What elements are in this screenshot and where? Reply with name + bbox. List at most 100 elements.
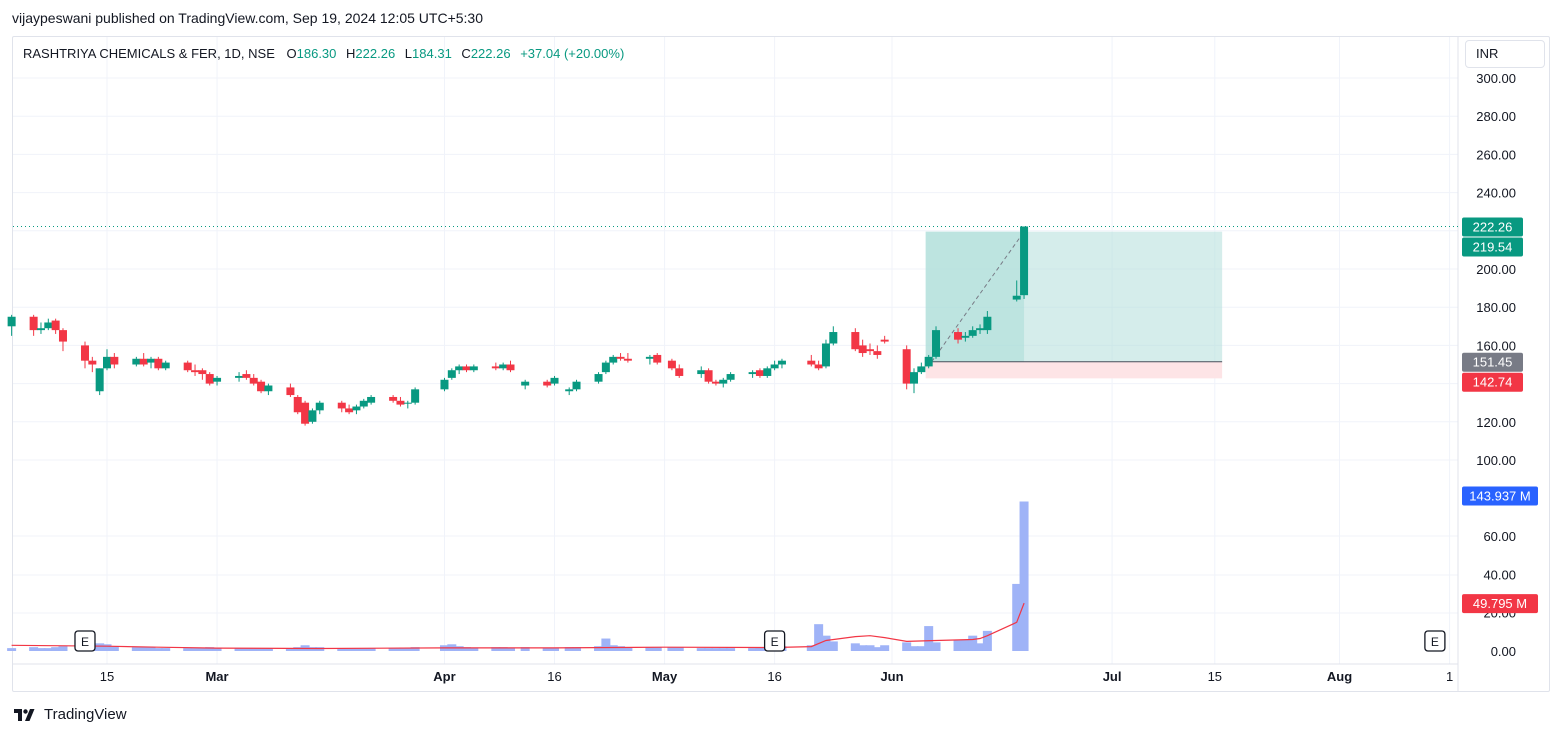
volume-bar: [256, 648, 266, 651]
volume-bar: [29, 647, 39, 651]
candle-body: [367, 396, 376, 403]
price-tick-label: 260.00: [1476, 147, 1516, 162]
candle-body: [44, 322, 53, 329]
tradingview-logo-icon: [14, 708, 35, 721]
candle-body: [807, 360, 816, 365]
candle-body: [506, 364, 515, 371]
candle-body: [719, 379, 728, 384]
volume-bar: [293, 647, 303, 651]
open-label: O: [286, 46, 297, 61]
candle-body: [697, 370, 706, 375]
candle-body: [7, 316, 16, 327]
volume-bar: [498, 647, 508, 651]
volume-bar: [491, 647, 501, 651]
time-tick-label: Mar: [205, 669, 228, 684]
volume-bar: [880, 645, 890, 651]
time-tick-label: Aug: [1327, 669, 1352, 684]
volume-bar: [667, 647, 677, 651]
volume-tick-label: 60.00: [1483, 529, 1516, 544]
candle-body: [359, 400, 368, 407]
volume-bar: [109, 646, 119, 651]
candle-body: [543, 381, 552, 386]
candle-body: [213, 377, 222, 382]
loss-zone: [925, 361, 1223, 379]
publisher-header: vijaypeswani published on TradingView.co…: [12, 10, 483, 26]
high-label: H: [346, 46, 356, 61]
candle-body: [103, 356, 111, 369]
position-path-line: [931, 231, 1025, 363]
price-tick-label: 240.00: [1476, 186, 1516, 201]
volume-bar: [58, 646, 68, 651]
candle-body: [653, 354, 662, 363]
time-tick-label: 15: [100, 669, 114, 684]
volume-bar: [968, 635, 978, 651]
earnings-marker-label: E: [1431, 635, 1439, 649]
volume-bar: [960, 639, 970, 651]
candle-body: [242, 374, 251, 378]
volume-bar: [131, 647, 141, 651]
symbol-name: RASHTRIYA CHEMICALS & FER, 1D, NSE: [23, 46, 275, 61]
candle-body: [403, 402, 412, 404]
candle-body: [961, 335, 970, 338]
price-tick-label: 120.00: [1476, 415, 1516, 430]
candle-body: [396, 400, 405, 405]
volume-tag-label-bg: [1462, 594, 1538, 614]
volume-bar: [594, 646, 604, 651]
low-value: 184.31: [412, 46, 452, 61]
candle-body: [924, 356, 933, 367]
earnings-marker: [763, 630, 786, 652]
price-tick-label: 180.00: [1476, 300, 1516, 315]
volume-bar: [982, 630, 992, 651]
candle-body: [447, 370, 456, 378]
candle-body: [36, 328, 45, 331]
candle-body: [264, 385, 273, 392]
candle-body: [139, 358, 148, 365]
brand-name: TradingView: [44, 706, 127, 723]
volume-bar: [51, 647, 61, 651]
volume-bar: [564, 647, 574, 651]
price-tag-label: 151.45: [1473, 355, 1513, 370]
volume-bar: [212, 648, 222, 651]
currency-button[interactable]: INR: [1465, 40, 1545, 68]
volume-bar: [623, 647, 633, 651]
volume-bar: [726, 648, 736, 651]
candle-body: [954, 332, 963, 340]
volume-bar: [344, 648, 354, 651]
volume-bar: [601, 638, 611, 651]
candle-body: [565, 389, 574, 392]
footer-brand: TradingView: [14, 706, 127, 723]
volume-bar: [36, 648, 46, 651]
price-tick-label: 160.00: [1476, 338, 1516, 353]
volume-bar: [403, 648, 413, 651]
candle-body: [748, 372, 757, 375]
candle-body: [499, 364, 508, 369]
volume-bar: [953, 640, 963, 651]
volume-bar: [916, 646, 926, 651]
candle-body: [345, 408, 354, 413]
price-tick-label: 280.00: [1476, 109, 1516, 124]
price-tick-label: 100.00: [1476, 453, 1516, 468]
volume-tick-label: 0.00: [1491, 644, 1516, 659]
candle-body: [235, 375, 244, 378]
volume-bar: [902, 642, 912, 651]
candle-body: [110, 356, 119, 365]
candle-body: [755, 370, 764, 376]
volume-bar: [7, 648, 17, 651]
volume-bar: [821, 635, 831, 651]
candle-body: [183, 362, 192, 371]
candle-body: [147, 358, 156, 363]
candle-body: [132, 358, 141, 365]
candle-body: [337, 402, 346, 409]
volume-bar: [337, 648, 347, 651]
time-tick-label: Jun: [880, 669, 903, 684]
volume-bar: [645, 647, 655, 651]
price-tag-label-bg: [1462, 217, 1523, 237]
volume-bar: [572, 647, 582, 651]
volume-bar: [858, 645, 868, 651]
volume-bar: [454, 646, 464, 651]
volume-bar: [616, 646, 626, 651]
candle-body: [191, 370, 200, 373]
candle-body: [440, 379, 449, 390]
volume-ma-line: [11, 602, 1025, 650]
